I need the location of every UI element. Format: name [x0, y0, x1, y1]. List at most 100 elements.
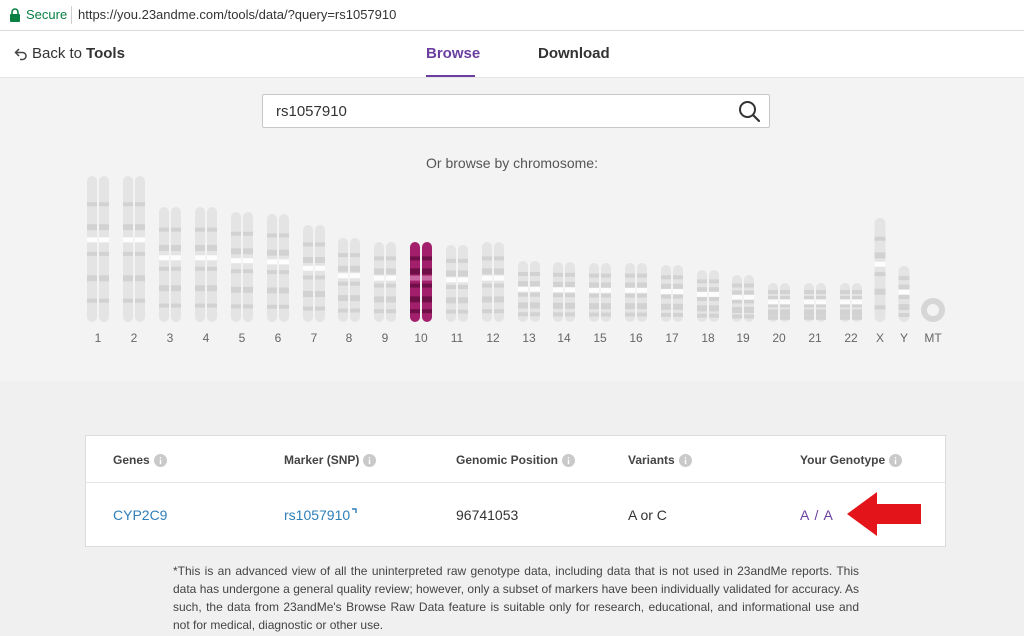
header-variants-label: Variants	[628, 453, 675, 467]
chromosome-shape	[697, 270, 719, 322]
tab-download[interactable]: Download	[538, 45, 610, 62]
chromosome-shape	[482, 242, 504, 322]
chromosome-shape	[195, 207, 217, 322]
chromosome-shape	[410, 242, 432, 322]
result-table-header: Genes Marker (SNP) Genomic Position Vari…	[86, 436, 945, 483]
chromosome-label: 16	[629, 331, 643, 345]
chromosome-4[interactable]: 4	[186, 170, 226, 350]
chromosome-shape	[898, 266, 910, 322]
chromosome-label: X	[875, 331, 884, 345]
info-icon[interactable]	[678, 453, 692, 467]
chromosome-9[interactable]: 9	[365, 170, 405, 350]
genomic-position-value: 96741053	[456, 507, 519, 523]
chromosome-13[interactable]: 13	[509, 170, 549, 350]
back-to-tools-link[interactable]: Back to Tools	[14, 45, 125, 62]
chromosome-1[interactable]: 1	[78, 170, 118, 350]
chromosome-shape	[87, 176, 109, 322]
header-position-label: Genomic Position	[456, 453, 559, 467]
gene-link[interactable]: CYP2C9	[113, 507, 168, 523]
chromosome-18[interactable]: 18	[688, 170, 728, 350]
chromosome-label: MT	[924, 331, 942, 345]
info-icon[interactable]	[363, 453, 377, 467]
info-icon[interactable]	[153, 453, 167, 467]
chromosome-label: 2	[130, 331, 138, 345]
chromosome-16[interactable]: 16	[616, 170, 656, 350]
chromosome-label: 4	[202, 331, 210, 345]
browse-by-chromosome-label: Or browse by chromosome:	[426, 155, 598, 171]
chromosome-11[interactable]: 11	[437, 170, 477, 350]
chromosome-5[interactable]: 5	[222, 170, 262, 350]
chromosome-shape	[303, 225, 325, 322]
chromosome-shape	[625, 263, 647, 322]
header-genotype-label: Your Genotype	[800, 453, 886, 467]
chromosome-17[interactable]: 17	[652, 170, 692, 350]
disclaimer-footnote: *This is an advanced view of all the uni…	[173, 564, 859, 632]
back-label: Back to	[32, 45, 83, 62]
chromosome-label: 9	[381, 331, 389, 345]
chromosome-shape	[589, 263, 611, 322]
chromosome-shape	[267, 214, 289, 322]
chromosome-label: 12	[486, 331, 500, 345]
chromosome-label: 14	[557, 331, 571, 345]
browser-address-bar: Secure https://you.23andme.com/tools/dat…	[0, 0, 1024, 31]
chromosome-19[interactable]: 19	[723, 170, 763, 350]
chromosome-shape	[518, 261, 540, 322]
chromosome-shape	[921, 298, 945, 322]
chromosome-label: 3	[166, 331, 174, 345]
header-genes: Genes	[113, 453, 167, 467]
chromosome-22[interactable]: 22	[831, 170, 871, 350]
back-tools-label: Tools	[86, 45, 125, 62]
info-icon[interactable]	[562, 453, 576, 467]
chromosome-shape	[446, 245, 468, 322]
chromosome-3[interactable]: 3	[150, 170, 190, 350]
chromosome-7[interactable]: 7	[294, 170, 334, 350]
header-genes-label: Genes	[113, 453, 150, 467]
url-field[interactable]: https://you.23andme.com/tools/data/?quer…	[78, 7, 397, 22]
chromosome-12[interactable]: 12	[473, 170, 513, 350]
result-table: Genes Marker (SNP) Genomic Position Vari…	[85, 435, 946, 547]
search-input[interactable]	[276, 103, 716, 120]
header-variants: Variants	[628, 453, 692, 467]
chromosome-shape	[123, 176, 145, 322]
chromosome-shape	[159, 207, 181, 322]
secure-label: Secure	[26, 7, 68, 22]
chromosome-8[interactable]: 8	[329, 170, 369, 350]
chromosome-shape	[732, 275, 754, 322]
active-tab-indicator	[426, 75, 475, 77]
back-arrow-icon	[14, 47, 27, 60]
chromosome-label: 13	[522, 331, 536, 345]
chromosome-mt[interactable]: MT	[913, 170, 953, 350]
variants-value: A or C	[628, 507, 667, 523]
chromosome-label: 19	[736, 331, 750, 345]
chromosome-2[interactable]: 2	[114, 170, 154, 350]
external-link-icon	[352, 508, 357, 513]
marker-link-label[interactable]: rs1057910	[284, 507, 351, 523]
chromosome-selector: 1 2 3 4 5 6 7 8 9 10 11 12 13 14 15 16 17 18 19 20 21 22 X Y MT	[0, 170, 1024, 355]
chromosome-label: 17	[665, 331, 679, 345]
lock-icon	[10, 8, 20, 22]
chromosome-x[interactable]: X	[860, 170, 900, 350]
chromosome-6[interactable]: 6	[258, 170, 298, 350]
chromosome-shape	[768, 283, 790, 322]
left-arrow-icon	[847, 492, 921, 536]
chromosome-20[interactable]: 20	[759, 170, 799, 350]
chromosome-label: 20	[772, 331, 786, 345]
chromosome-shape	[661, 265, 683, 322]
tab-browse[interactable]: Browse	[426, 45, 481, 62]
chromosome-label: 7	[310, 331, 318, 345]
search-box[interactable]	[262, 94, 770, 128]
chromosome-label: 22	[844, 331, 858, 345]
chromosome-14[interactable]: 14	[544, 170, 584, 350]
search-icon[interactable]	[738, 100, 761, 123]
chromosome-label: 1	[94, 331, 102, 345]
marker-link[interactable]: rs1057910	[284, 507, 357, 523]
chromosome-15[interactable]: 15	[580, 170, 620, 350]
chromosome-label: 15	[593, 331, 607, 345]
chromosome-label: 10	[414, 331, 428, 345]
chromosome-y[interactable]: Y	[884, 170, 924, 350]
chromosome-10[interactable]: 10	[401, 170, 441, 350]
chromosome-shape	[374, 242, 396, 322]
genotype-value: A / A	[800, 507, 834, 523]
chromosome-21[interactable]: 21	[795, 170, 835, 350]
info-icon[interactable]	[889, 453, 903, 467]
